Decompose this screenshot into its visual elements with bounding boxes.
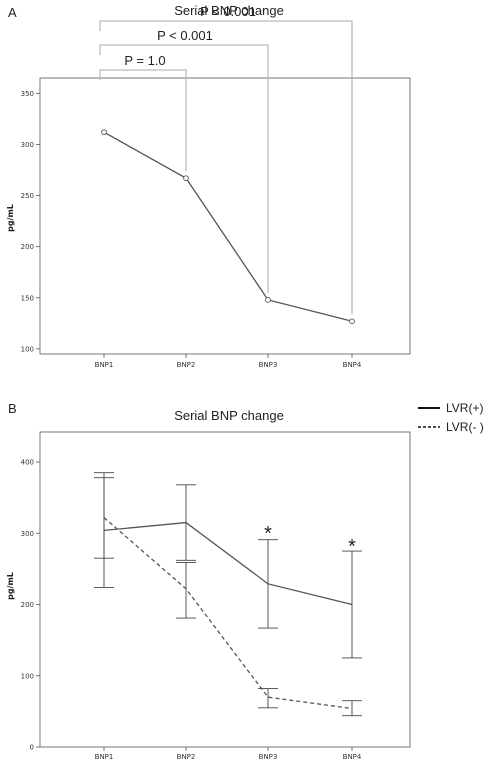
panel-a-plot-frame [39,77,411,355]
panel-a-y-ticks: 100 150 200 250 300 350 [21,90,40,353]
y-tick-label: 150 [21,294,34,302]
x-tick-label: BNP4 [343,361,362,369]
panel-b-legend: LVR(+) LVR(- ) [418,401,484,434]
x-tick-label: BNP2 [177,753,196,761]
x-tick-label: BNP1 [95,753,114,761]
panel-b-title: Serial BNP change [174,408,284,423]
panel-a-title: Serial BNP change [174,3,284,18]
y-tick-label: 100 [21,345,34,353]
y-tick-label: 200 [21,601,34,609]
comparison-bracket [99,69,187,172]
x-tick-label: BNP2 [177,361,196,369]
series-line [103,131,353,322]
comparison-p-value: P < 0.001 [157,28,213,43]
panel-a-label: A [8,5,17,20]
data-point [183,175,189,182]
y-tick-label: 300 [21,530,34,538]
significance-asterisk: * [348,536,356,558]
panel-a-y-axis-label: pg/mL [6,204,15,232]
comparison-bracket [99,44,269,293]
y-tick-label: 400 [21,459,34,467]
panel-b-y-ticks: 0 100 200 300 400 [21,459,40,752]
x-tick-label: BNP1 [95,361,114,369]
data-point [101,129,107,136]
panel-b-plot-frame [39,431,411,748]
panel-b-x-ticks: BNP1 BNP2 BNP3 BNP4 [95,747,362,761]
panel-b: B Serial BNP change pg/mL 0100200300400 … [6,401,484,761]
panel-a-series [101,129,355,325]
data-point [349,318,355,325]
legend-lvr-negative: LVR(- ) [446,420,484,434]
y-tick-label: 100 [21,672,34,680]
y-tick-label: 0 [30,744,34,752]
y-tick-label: 350 [21,90,34,98]
x-tick-label: BNP4 [343,753,362,761]
series-line-lvr-negative [103,517,353,710]
comparison-bracket [99,20,353,315]
comparison-p-value: P < 0.001 [200,4,256,19]
panel-a-comparison-brackets: P = 1.0 P < 0.001 P < 0.001 [99,4,353,315]
series-line-lvr-positive [103,521,353,606]
data-point [265,296,271,303]
panel-b-label: B [8,401,17,416]
panel-b-series [94,472,362,717]
x-tick-label: BNP3 [259,753,278,761]
x-tick-label: BNP3 [259,361,278,369]
y-tick-label: 300 [21,141,34,149]
panel-a: A Serial BNP change pg/mL 100 150 200 250 30… [6,3,411,369]
panel-b-y-axis-label: pg/mL [6,572,15,600]
legend-lvr-positive: LVR(+) [446,401,483,415]
panel-a-x-ticks: BNP1 BNP2 BNP3 BNP4 [95,354,362,369]
y-tick-label: 200 [21,243,34,251]
y-tick-label: 250 [21,192,34,200]
significance-asterisk: * [264,523,272,545]
panel-b-significance-marks: ** [264,523,356,558]
comparison-p-value: P = 1.0 [124,53,165,68]
